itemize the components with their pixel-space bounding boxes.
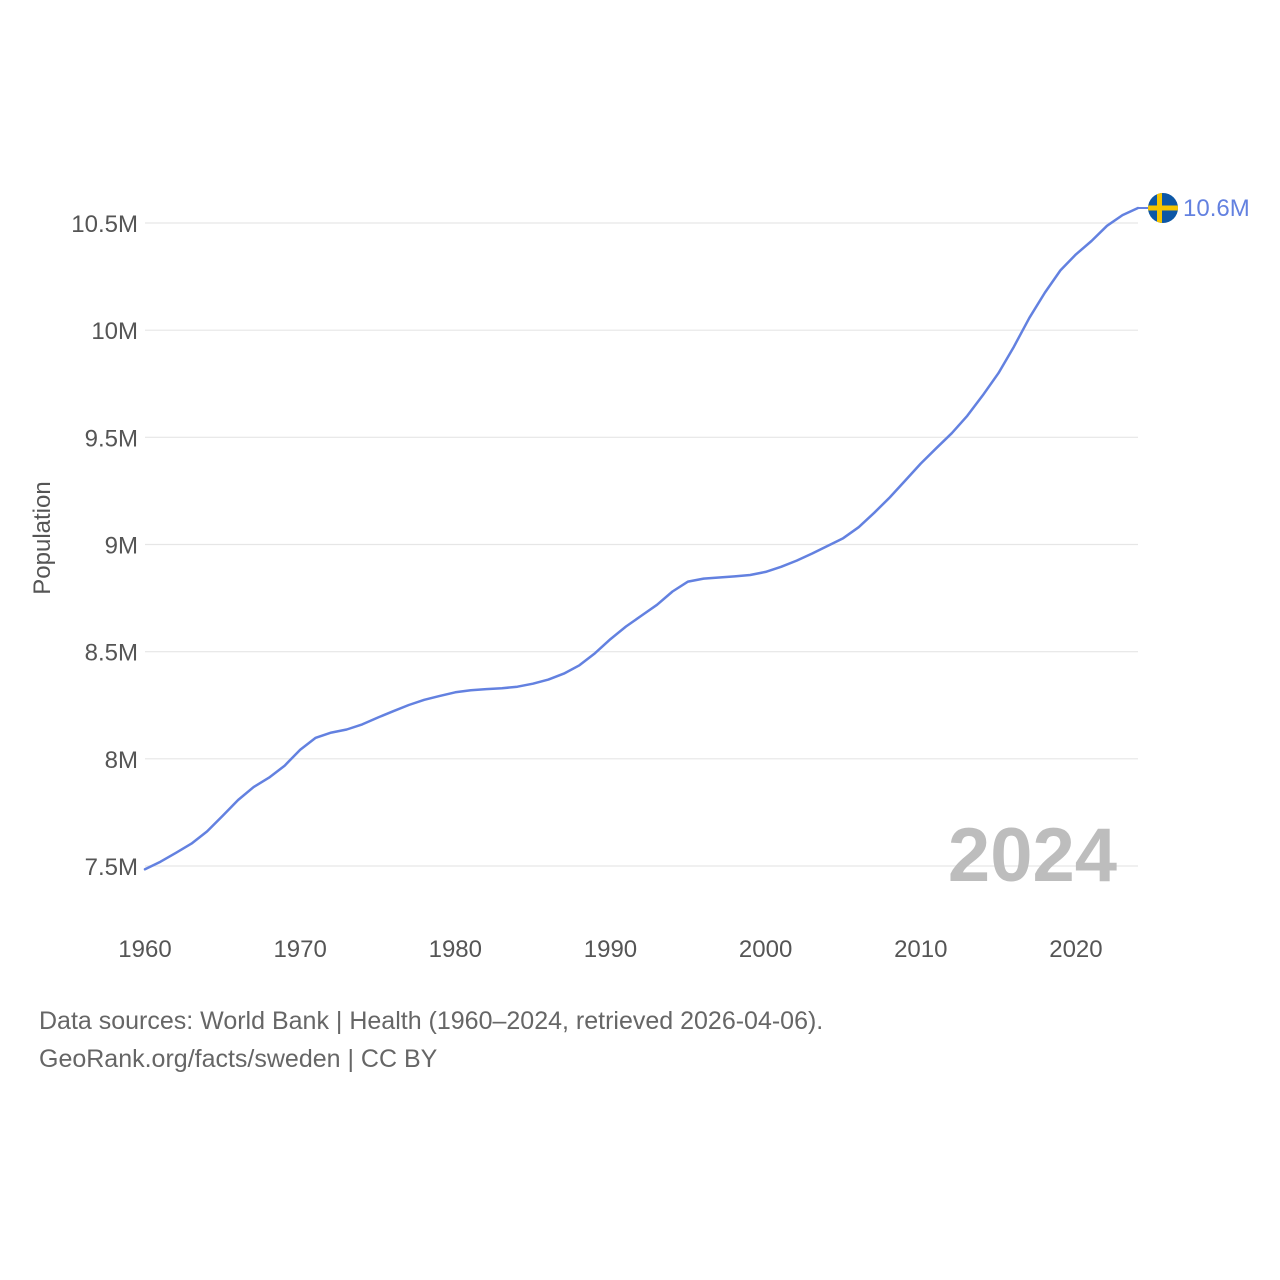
footer: Data sources: World Bank | Health (1960–… <box>39 1002 1239 1078</box>
y-tick-label: 8.5M <box>85 640 138 667</box>
x-tick-label: 2010 <box>894 936 947 963</box>
y-tick-label: 10M <box>91 318 138 345</box>
series-layer: 10.6M <box>143 192 1250 871</box>
y-tick-label: 7.5M <box>85 854 138 881</box>
x-tick-label: 1960 <box>118 936 171 963</box>
x-axis-ticks: 1960 1970 1980 1990 2000 2010 2020 <box>118 936 1102 963</box>
gridlines <box>145 222 1138 867</box>
series-line <box>143 206 1140 871</box>
data-source-text: Data sources: World Bank | Health (1960–… <box>39 1007 824 1035</box>
x-tick-label: 2000 <box>739 936 792 963</box>
end-value-label: 10.6M <box>1183 195 1250 222</box>
y-tick-label: 8M <box>105 747 138 774</box>
y-tick-label: 9.5M <box>85 425 138 452</box>
y-tick-label: 9M <box>105 533 138 560</box>
attribution-text: GeoRank.org/facts/sweden | CC BY <box>39 1045 438 1073</box>
sweden-flag-icon <box>1148 192 1178 223</box>
current-year-label: 2024 <box>948 813 1117 898</box>
y-axis-title: Population <box>29 481 56 594</box>
x-tick-label: 1980 <box>429 936 482 963</box>
x-tick-label: 1970 <box>273 936 326 963</box>
x-tick-label: 1990 <box>584 936 637 963</box>
y-axis-ticks: 7.5M 8M 8.5M 9M 9.5M 10M 10.5M <box>71 211 138 881</box>
y-tick-label: 10.5M <box>71 211 138 238</box>
x-tick-label: 2020 <box>1049 936 1102 963</box>
